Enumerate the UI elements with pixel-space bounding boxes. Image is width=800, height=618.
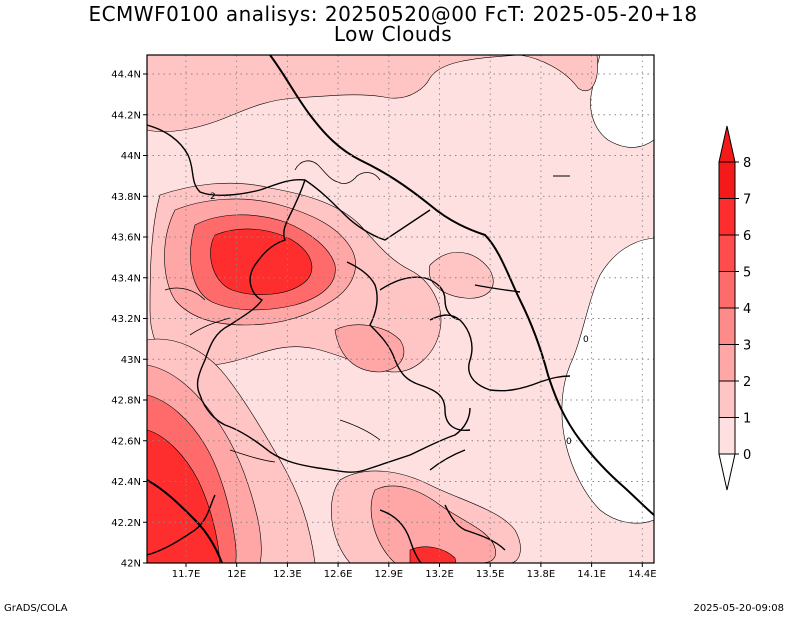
colorbar-min-arrow <box>718 453 736 491</box>
colorbar-label: 3 <box>743 339 751 354</box>
y-tick-label: 42N <box>121 559 141 570</box>
y-tick-label: 43.2N <box>111 314 141 325</box>
colorbar-segment <box>718 380 736 418</box>
colorbar-label: 1 <box>743 412 751 427</box>
x-tick-label: 11.7E <box>172 569 201 580</box>
colorbar-label: 0 <box>743 448 751 463</box>
y-tick-label: 42.6N <box>111 436 141 447</box>
y-tick-label: 44.2N <box>111 110 141 121</box>
y-tick-label: 42.4N <box>111 477 141 488</box>
y-tick-label: 43.4N <box>111 273 141 284</box>
cloud-level-3-mid <box>334 324 405 373</box>
y-tick-label: 42.8N <box>111 396 141 407</box>
y-tick-label: 43.6N <box>111 233 141 244</box>
grid-lines <box>147 55 654 563</box>
contour-label: 0 <box>566 437 572 447</box>
y-tick-label: 44.4N <box>111 70 141 81</box>
colorbar-segment <box>718 234 736 272</box>
cloud-level-7-south <box>409 546 457 563</box>
y-tick-label: 42.2N <box>111 518 141 529</box>
plot-frame <box>146 54 655 564</box>
colorbar-segment <box>718 307 736 345</box>
cloud-level-2-north <box>147 55 598 132</box>
y-tick-label: 43.8N <box>111 192 141 203</box>
x-tick-label: 14.4E <box>628 569 657 580</box>
cloud-level-2-coast <box>428 251 494 299</box>
contour-label: 0 <box>583 335 589 345</box>
colorbar-segment <box>718 161 736 199</box>
colorbar-segment <box>718 344 736 382</box>
x-tick-label: 13.8E <box>527 569 556 580</box>
chart-subtitle: Low Clouds <box>333 22 453 46</box>
x-tick-label: 12.3E <box>273 569 302 580</box>
x-tick-label: 12.9E <box>375 569 404 580</box>
cloud-level-3-south <box>370 485 496 563</box>
footer-credit: GrADS/COLA <box>4 603 68 614</box>
y-axis: 44.4N 44.2N 44N 43.8N 43.6N 43.4N 43.2N 43N 42.8… <box>111 70 147 570</box>
x-tick-label: 12.6E <box>324 569 353 580</box>
cloud-fill-layer <box>147 55 654 563</box>
coastline <box>269 55 654 516</box>
colorbar-label: 7 <box>743 193 751 208</box>
y-tick-label: 43N <box>121 355 141 366</box>
colorbar-segment <box>718 417 736 455</box>
colorbar-label: 8 <box>743 156 751 171</box>
clear-area-southeast <box>561 237 654 524</box>
southwest-coast <box>147 479 223 563</box>
colorbar-label: 4 <box>743 302 751 317</box>
x-tick-label: 13.5E <box>476 569 505 580</box>
x-tick-label: 12E <box>227 569 246 580</box>
x-tick-label: 14.1E <box>577 569 606 580</box>
colorbar-label: 5 <box>743 266 751 281</box>
colorbar-max-arrow <box>718 125 736 163</box>
colorbar-segment <box>718 198 736 236</box>
contour-label: 2 <box>210 192 216 202</box>
cloud-level-7-west <box>147 429 221 563</box>
chart-title: ECMWF0100 analisys: 20250520@00 FcT: 202… <box>88 2 698 26</box>
colorbar-label: 6 <box>743 229 751 244</box>
colorbar-label: 2 <box>743 375 751 390</box>
colorbar: 0 1 2 3 4 5 6 7 8 <box>718 125 751 491</box>
colorbar-segment <box>718 271 736 309</box>
footer-timestamp: 2025-05-20-09:08 <box>693 603 784 614</box>
y-tick-label: 44N <box>121 151 141 162</box>
x-axis: 11.7E 12E 12.3E 12.6E 12.9E 13.2E 13.5E 13.8E 14… <box>172 563 657 580</box>
x-tick-label: 13.2E <box>425 569 454 580</box>
